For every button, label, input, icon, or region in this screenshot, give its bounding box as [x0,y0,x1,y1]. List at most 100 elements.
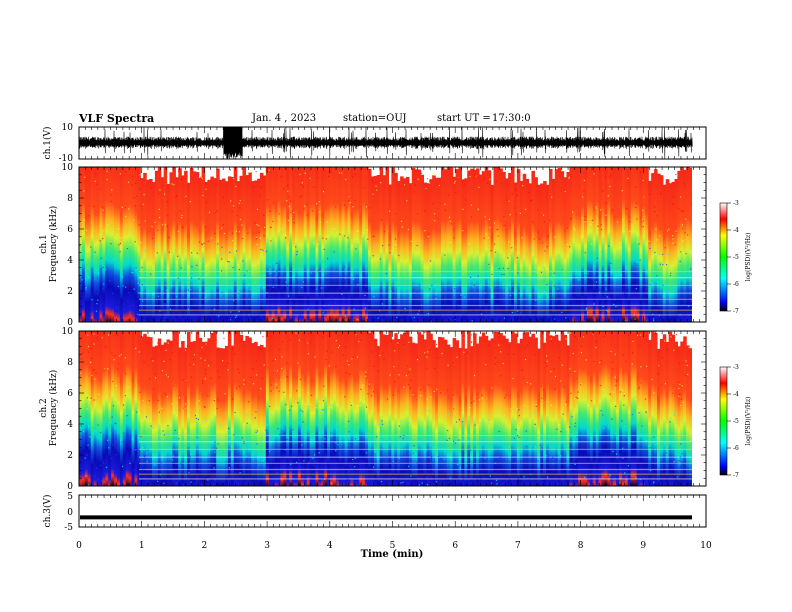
spectrogram-speckle [410,240,412,242]
spectrogram-speckle [515,429,517,431]
spectrogram-speckle [662,284,664,286]
spectrogram-speckle [302,281,305,283]
spectrogram-speckle [533,238,535,240]
spectrogram-column [219,348,223,486]
spectrogram-speckle [462,208,464,210]
spectrogram-speckle [593,409,595,411]
spectrogram-speckle [299,378,302,380]
spectrogram-speckle [283,391,285,393]
spectrogram-speckle [636,218,638,220]
spectrogram-speckle [279,348,281,351]
spectrogram-speckle [447,389,449,391]
spectrogram-column [172,331,176,486]
spectrogram-speckle [119,355,121,357]
spectrogram-column [160,344,165,486]
spectrogram-speckle [198,278,200,280]
spectrogram-speckle [181,226,184,228]
spectrogram-column [239,175,244,322]
spectrogram-column [443,169,448,322]
spectrogram-speckle [344,315,347,317]
spectrogram-speckle [399,281,401,283]
spectrogram-speckle [494,251,497,253]
spectrogram-speckle [514,207,516,209]
spectrogram-speckle [584,252,586,254]
spectrogram-speckle [124,171,126,173]
spectrogram-speckle [134,205,137,207]
spectrogram-band [139,292,692,294]
spectrogram-column [283,331,287,486]
spectrogram-speckle [138,224,140,226]
spectrogram-column [543,342,547,486]
spectrogram-speckle [491,273,493,275]
spectrogram-speckle [177,255,179,257]
spectrogram-speckle [449,216,451,218]
spectrogram-speckle [190,481,192,483]
spectrogram-speckle [241,465,243,467]
spectrogram-column [149,337,153,486]
spectrogram-column [429,179,433,322]
spectrogram-column [154,345,159,486]
spectrogram-speckle [235,185,237,187]
spectrogram-speckle [483,237,485,239]
spectrogram-speckle [405,269,407,271]
spectrogram-speckle [349,201,351,204]
spectrogram-speckle [107,368,109,370]
ch1-waveform-panel: 10 -10 ch.1(V) [42,123,707,164]
spectrogram-speckle [506,283,508,285]
spectrogram-speckle [457,284,459,286]
spectrogram-speckle [625,360,627,362]
spectrogram-speckle [649,283,651,285]
spectrogram-speckle [125,216,127,218]
spectrogram-speckle [455,421,458,423]
spectrogram-column [508,172,512,322]
spectrogram-speckle [233,434,235,436]
spectrogram-speckle [349,464,351,466]
spectrogram-speckle [529,307,531,309]
spectrogram-speckle [469,175,471,178]
spectrogram-speckle [527,344,529,346]
spectrogram-speckle [270,390,272,392]
spectrogram-speckle [526,253,529,255]
spectrogram-speckle [435,481,438,483]
spectrogram-speckle [400,220,403,222]
spectrogram-speckle [285,281,287,283]
spectrogram-speckle [470,334,473,336]
spectrogram-speckle [517,478,519,480]
spectrogram-speckle [536,185,538,187]
spectrogram-speckle [413,445,415,447]
spectrogram-speckle [473,400,475,402]
ch2-frequency-label: Frequency (kHz) [48,370,59,447]
spectrogram-speckle [490,256,492,258]
spectrogram-speckle [430,320,432,322]
spectrogram-speckle [557,255,559,257]
spectrogram-speckle [520,312,522,314]
spectrogram-column [353,331,357,486]
spectrogram-band [139,478,692,480]
spectrogram-speckle [469,449,471,451]
spectrogram-speckle [124,394,126,397]
spectrogram-speckle [605,202,607,204]
spectrogram-speckle [319,301,321,303]
spectrogram-speckle [500,351,502,353]
spectrogram-speckle [178,438,180,440]
spectrogram-speckle [231,398,234,400]
spectrogram-speckle [376,189,378,191]
spectrogram-speckle [131,271,133,274]
spectrogram-speckle [120,353,122,356]
spectrogram-speckle [485,364,487,366]
spectrogram-speckle [546,246,548,248]
spectrogram-speckle [531,199,533,201]
ch2-colorbar: -3-4-5-6-7 log(PSD)(V²/Hz) [719,364,752,479]
spectrogram-column [99,167,103,322]
spectrogram-speckle [228,427,230,430]
spectrogram-speckle [328,303,330,305]
spectrogram-speckle [255,171,257,173]
ch3-waveform-panel: 5 0 -5 ch.3(V) [42,492,707,533]
spectrogram-speckle [372,180,374,182]
spectrogram-speckle [171,352,173,354]
spectrogram-speckle [449,220,451,222]
spectrogram-speckle [512,353,515,355]
spectrogram-speckle [328,406,330,408]
spectrogram-speckle [356,318,358,320]
spectrogram-speckle [441,459,443,461]
